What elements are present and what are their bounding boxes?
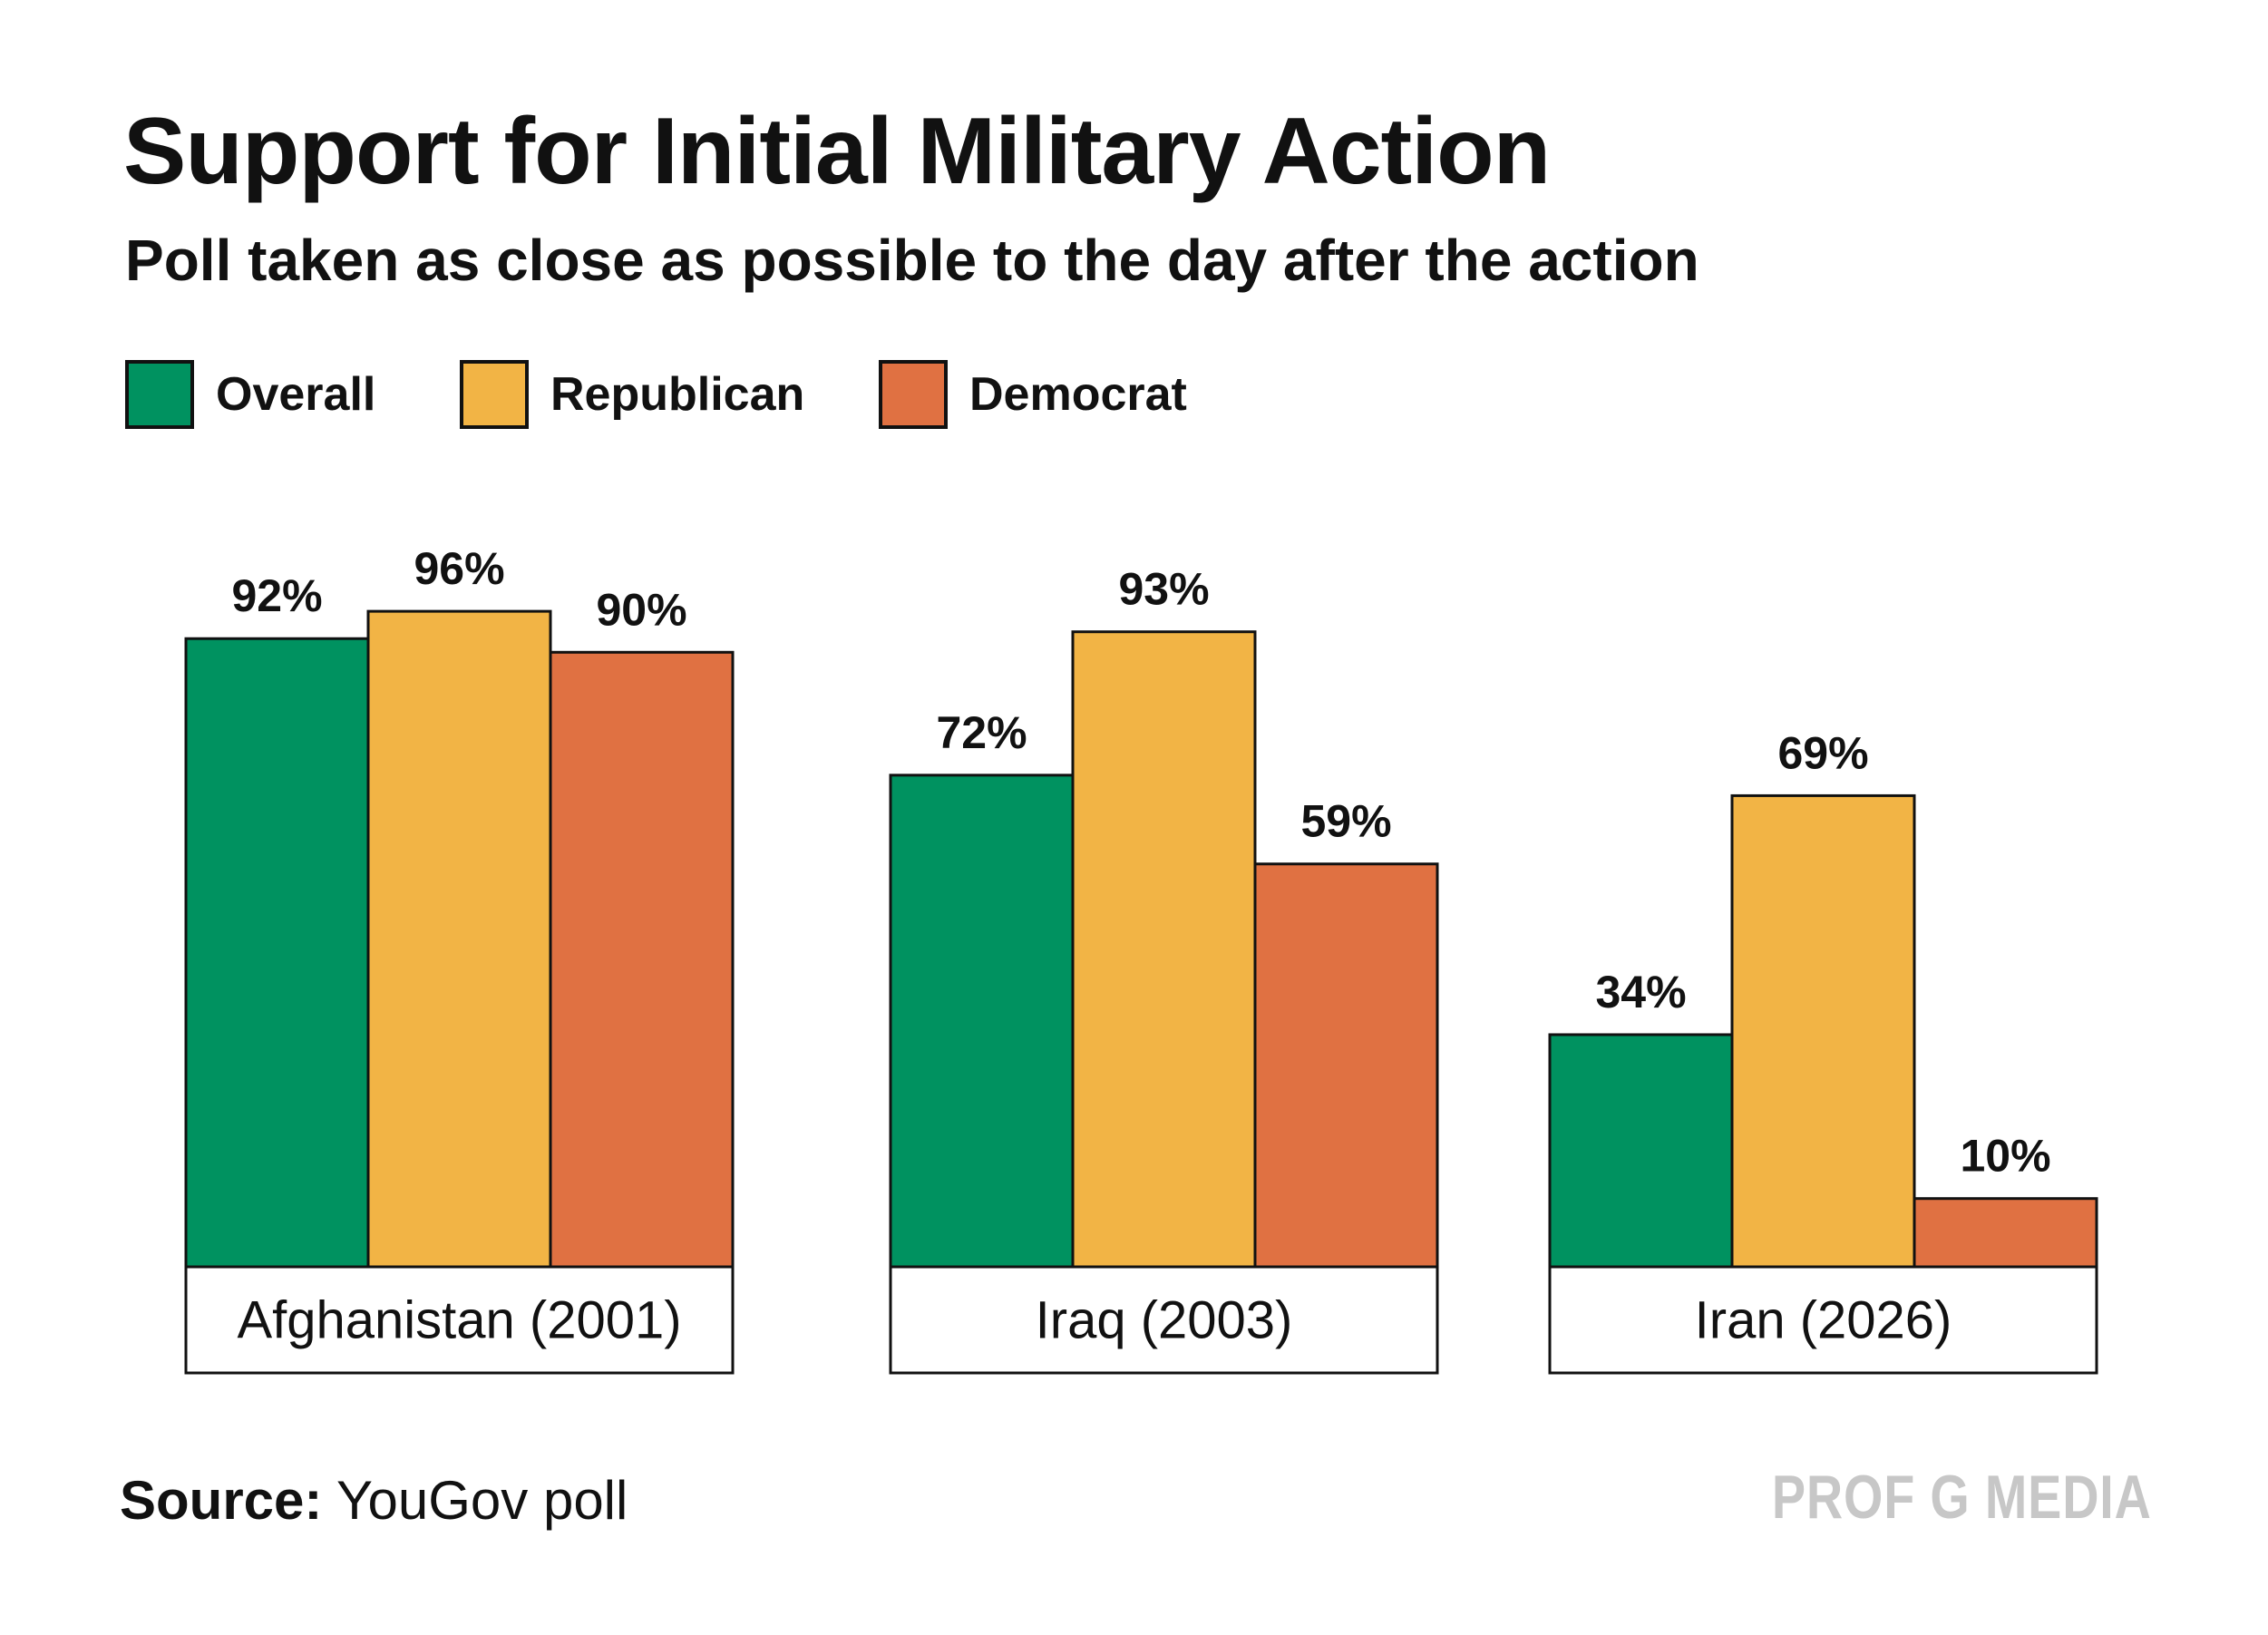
- legend-label-republican: Republican: [550, 368, 805, 421]
- bar-group-iran-2026: 34% 69% 10% Iran (2026): [1548, 727, 2098, 1375]
- legend-swatch-overall: [125, 360, 194, 429]
- data-label-iraq-2003-republican: 93%: [1118, 564, 1209, 615]
- legend-item-democrat: Democrat: [879, 355, 1187, 433]
- legend-swatch-republican: [460, 360, 529, 429]
- data-label-iran-2026-democrat: 10%: [1960, 1131, 2050, 1182]
- legend-item-overall: Overall: [125, 355, 375, 433]
- data-label-afghanistan-2001-overall: 92%: [231, 570, 322, 621]
- data-label-iraq-2003-overall: 72%: [936, 707, 1027, 758]
- bar-afghanistan-2001-democrat: [549, 650, 735, 1269]
- legend-swatch-democrat: [879, 360, 948, 429]
- chart-title: Support for Initial Military Action: [123, 99, 1551, 204]
- brand-logo: PROF G MEDIA: [1772, 1463, 2152, 1532]
- source-value: YouGov poll: [336, 1470, 628, 1531]
- bar-iran-2026-republican: [1730, 793, 1916, 1269]
- bar-iraq-2003-democrat: [1253, 862, 1439, 1269]
- bar-iran-2026-overall: [1548, 1033, 1734, 1269]
- bar-afghanistan-2001-republican: [366, 609, 552, 1269]
- data-label-afghanistan-2001-republican: 96%: [414, 543, 504, 594]
- category-label-iran-2026: Iran (2026): [1695, 1291, 1952, 1350]
- bar-iraq-2003-overall: [889, 774, 1075, 1269]
- source-label: Source:: [120, 1470, 323, 1531]
- source-note: Source: YouGov poll: [120, 1469, 628, 1532]
- bar-iraq-2003-republican: [1071, 630, 1257, 1269]
- category-box-afghanistan-2001: [184, 1265, 735, 1375]
- chart-subtitle: Poll taken as close as possible to the d…: [125, 228, 1699, 293]
- bar-afghanistan-2001-overall: [184, 637, 370, 1269]
- legend-label-overall: Overall: [216, 368, 376, 421]
- bar-group-iraq-2003: 72% 93% 59% Iraq (2003): [889, 564, 1439, 1375]
- legend-item-republican: Republican: [460, 355, 804, 433]
- data-label-iraq-2003-democrat: 59%: [1300, 796, 1391, 847]
- legend-label-democrat: Democrat: [969, 368, 1187, 421]
- data-label-iran-2026-republican: 69%: [1777, 727, 1868, 778]
- category-box-iraq-2003: [889, 1265, 1439, 1375]
- category-label-afghanistan-2001: Afghanistan (2001): [237, 1291, 681, 1350]
- data-label-iran-2026-overall: 34%: [1595, 967, 1686, 1017]
- bar-group-afghanistan-2001: 92% 96% 90% Afghanistan (2001): [184, 543, 735, 1375]
- bar-iran-2026-democrat: [1913, 1197, 2098, 1269]
- data-label-afghanistan-2001-democrat: 90%: [596, 584, 686, 635]
- category-box-iran-2026: [1548, 1265, 2098, 1375]
- category-label-iraq-2003: Iraq (2003): [1036, 1291, 1293, 1350]
